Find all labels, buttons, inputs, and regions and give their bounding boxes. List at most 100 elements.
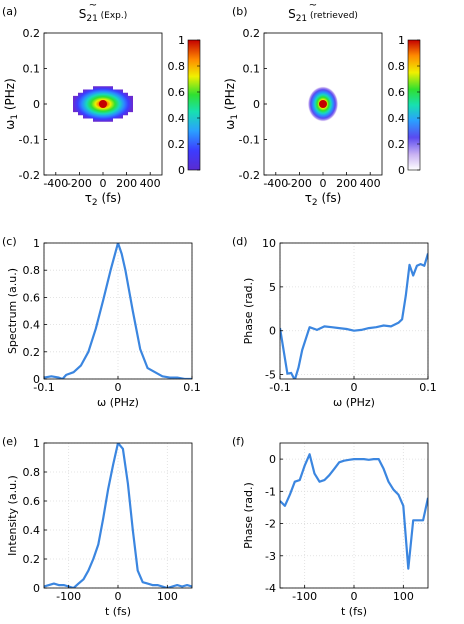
x-tick-label: -200 (287, 177, 312, 190)
y-tick-label: 5 (269, 281, 276, 294)
colorbar-tick-label: 0.6 (388, 86, 406, 99)
y-tick-label: -0.1 (239, 134, 260, 147)
y-tick-label: 0 (269, 453, 276, 466)
series-line (280, 253, 428, 379)
heatmap-peak (99, 100, 107, 108)
x-axis-label: τ2 (fs) (85, 191, 122, 208)
colorbar-tick-label: 0.2 (168, 138, 186, 151)
colorbar (187, 39, 201, 171)
y-tick-label: 0.2 (243, 27, 261, 40)
x-tick-label: 0 (351, 381, 358, 394)
x-tick-label: -400 (43, 177, 68, 190)
y-axis-label: Intensity (a.u.) (6, 475, 19, 556)
panel-c: (c)-0.1 0 0.100.20.40.60.81ω (PHz)Spectrum… (2, 235, 201, 409)
panel-label: (e) (2, 435, 17, 448)
colorbar-tick-label: 0 (398, 164, 405, 177)
x-tick-label: -0.1 (33, 381, 54, 394)
panel-e: (e) -100 0 100 0 0.2 0.4 0.6 0.8 1 t (fs) Intensity… (2, 435, 193, 618)
panel-b: (b) -400-200 0 200 400 -0.2 -0.1 0 0.1 0.2 S21 (re… (232, 0, 421, 190)
y-tick-label: 0.1 (23, 63, 41, 76)
colorbar-tick-label: 0.6 (168, 86, 186, 99)
panel-label: (b) (232, 5, 248, 18)
x-tick-label: 0 (320, 177, 327, 190)
y-tick-label: 0.2 (23, 27, 41, 40)
colorbar-tick-label: 0.2 (388, 138, 406, 151)
y-tick-label: 0.8 (23, 264, 41, 277)
x-tick-label: 0.1 (419, 381, 437, 394)
colorbar-tick-label: 0 (178, 164, 185, 177)
y-tick-label: -3 (265, 550, 276, 563)
x-axis-label: τ2 (fs) (305, 191, 342, 208)
y-tick-label: -2 (265, 518, 276, 531)
panel-label: (d) (232, 235, 248, 248)
panel-label: (c) (2, 235, 17, 248)
title-tilde: ~ (89, 0, 97, 11)
y-tick-label: 0.4 (23, 524, 41, 537)
y-tick-label: 0 (33, 582, 40, 595)
title-tilde: ~ (309, 0, 317, 11)
x-tick-label: -200 (67, 177, 92, 190)
y-tick-label: 0.4 (23, 319, 41, 332)
y-tick-label: -1 (265, 485, 276, 498)
colorbar-tick-label: 1 (178, 34, 185, 47)
panel-d: (d) -0.1 0 0.1 -5 0 5 10 ω (PHz) Phase (rad.) (232, 235, 437, 409)
plot-frame (279, 242, 429, 380)
series-line (44, 243, 192, 379)
y-axis-label: Phase (rad.) (242, 278, 255, 345)
y-tick-label: -0.1 (19, 134, 40, 147)
y-tick-label: 0.8 (23, 466, 41, 479)
y-tick-label: 0 (269, 325, 276, 338)
y-tick-label: -4 (265, 582, 276, 595)
y-tick-label: 0.2 (23, 346, 41, 359)
x-tick-label: 100 (393, 590, 414, 603)
x-tick-label: 0 (100, 177, 107, 190)
series-line (280, 453, 428, 570)
y-tick-label: 1 (33, 437, 40, 450)
x-tick-label: 400 (360, 177, 381, 190)
y-axis-label: ω1 (PHz) (223, 78, 240, 130)
y-axis-label: Phase (rad.) (242, 482, 255, 549)
x-tick-label: 0 (115, 381, 122, 394)
x-tick-label: 0.1 (183, 381, 201, 394)
x-tick-label: -100 (56, 590, 81, 603)
y-tick-label: 1 (33, 237, 40, 250)
y-tick-label: -0.2 (19, 169, 40, 182)
heatmap-peak (319, 100, 327, 108)
x-tick-label: 200 (116, 177, 137, 190)
panel-label: (a) (2, 5, 17, 18)
y-tick-label: -5 (265, 369, 276, 382)
y-tick-label: 0 (33, 373, 40, 386)
panel-label: (f) (232, 435, 244, 448)
colorbar-tick-label: 0.4 (168, 112, 186, 125)
y-tick-label: -0.2 (239, 169, 260, 182)
y-tick-label: 0.6 (23, 495, 41, 508)
x-tick-label: 0 (115, 590, 122, 603)
x-axis-label: ω (PHz) (333, 396, 375, 409)
x-axis-label: t (fs) (105, 605, 131, 618)
y-tick-label: 0.1 (243, 63, 261, 76)
x-axis-label: ω (PHz) (97, 396, 139, 409)
x-axis-label: t (fs) (341, 605, 367, 618)
y-axis-label: ω1 (PHz) (3, 78, 20, 130)
x-tick-label: 100 (157, 590, 178, 603)
colorbar-tick-label: 0.4 (388, 112, 406, 125)
y-tick-label: 0 (33, 98, 40, 111)
x-tick-label: 0 (351, 590, 358, 603)
colorbar-tick-label: 0.8 (168, 60, 186, 73)
x-tick-label: -400 (263, 177, 288, 190)
colorbar (407, 39, 421, 171)
x-tick-label: 200 (336, 177, 357, 190)
x-tick-label: 400 (140, 177, 161, 190)
plot-frame (43, 242, 193, 380)
chart-title: S21 (Exp.) (79, 7, 128, 24)
y-tick-label: 0.2 (23, 553, 41, 566)
x-tick-label: -100 (292, 590, 317, 603)
y-axis-label: Spectrum (a.u.) (6, 268, 19, 354)
chart-title: S21 (retrieved) (288, 7, 358, 24)
panel-a: (a) -400-200 0 200 400 -0.2 -0.1 0 0.1 0.2 S21 (Ex… (2, 0, 201, 190)
y-tick-label: 0 (253, 98, 260, 111)
y-tick-label: 0.6 (23, 291, 41, 304)
panel-f: (f) -100 0 100 -4 -3 -2 -1 0 t (fs) Phase (rad.) (232, 435, 429, 618)
y-tick-label: 10 (262, 237, 276, 250)
